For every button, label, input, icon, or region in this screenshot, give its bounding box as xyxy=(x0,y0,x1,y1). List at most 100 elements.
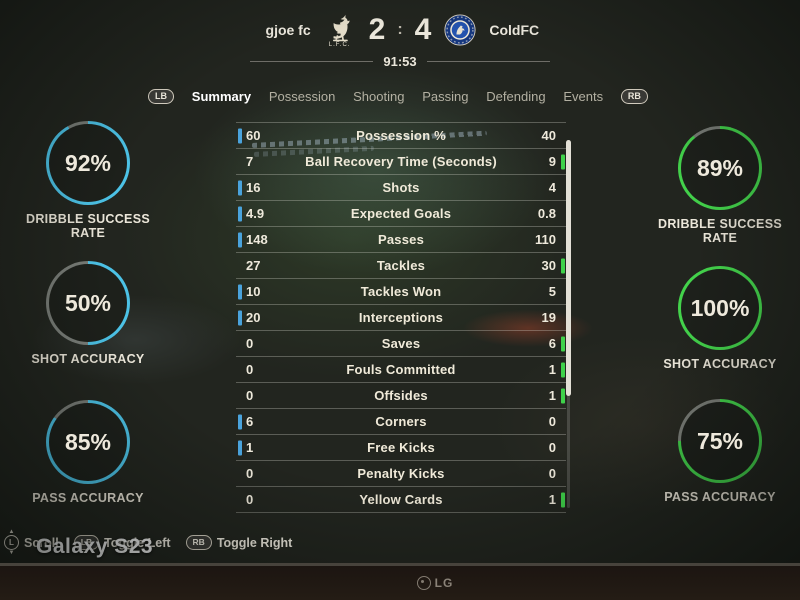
away-lead-bar xyxy=(561,336,565,351)
tab-summary[interactable]: Summary xyxy=(191,88,252,104)
away-lead-bar xyxy=(561,362,565,377)
lg-logo-text: LG xyxy=(434,576,454,590)
away-value-cell: 0 xyxy=(508,414,566,429)
stat-label: Yellow Cards xyxy=(359,492,443,507)
circle-label: PASS ACCURACY xyxy=(664,490,776,504)
scoreboard: gjoe fc L.F.C. 2 : 4 xyxy=(230,8,570,69)
stat-label: Expected Goals xyxy=(350,206,452,221)
home-lead-bar xyxy=(238,310,242,325)
home-value-cell: 0 xyxy=(236,362,294,377)
away-value: 1 xyxy=(548,362,556,377)
rb-bumper-badge[interactable]: RB xyxy=(620,88,648,104)
away-value-cell: 1 xyxy=(508,492,566,507)
stat-label: Free Kicks xyxy=(367,440,435,455)
away-value: 0 xyxy=(548,466,556,481)
away-value-cell: 30 xyxy=(508,258,566,273)
progress-ring: 100% xyxy=(678,266,762,350)
home-team-name: gjoe fc xyxy=(265,22,311,38)
home-value: 7 xyxy=(246,154,254,169)
away-value: 1 xyxy=(548,388,556,403)
home-value: 0 xyxy=(246,466,254,481)
away-value: 30 xyxy=(541,258,556,273)
home-value: 4.9 xyxy=(246,206,265,221)
away-value: 6 xyxy=(548,336,556,351)
toggle-right-hint: RB Toggle Right xyxy=(185,535,293,550)
home-value-cell: 27 xyxy=(236,258,294,273)
down-arrow-icon: ▼ xyxy=(8,550,15,556)
rb-bumper-badge: RB xyxy=(185,535,212,550)
stat-row: 27 Tackles 30 xyxy=(236,253,566,279)
away-dribble-circle: 89% DRIBBLE SUCCESS RATE xyxy=(640,126,800,245)
away-value: 0 xyxy=(548,440,556,455)
away-value-cell: 9 xyxy=(508,154,566,169)
away-score: 4 xyxy=(414,13,432,46)
away-lead-bar xyxy=(561,258,565,273)
away-value-cell: 5 xyxy=(508,284,566,299)
home-lead-bar xyxy=(238,128,242,143)
tab-defending[interactable]: Defending xyxy=(486,88,546,104)
screen-edge xyxy=(0,563,800,566)
circle-label: DRIBBLE SUCCESS RATE xyxy=(658,217,782,245)
progress-ring: 50% xyxy=(46,261,130,345)
home-value-cell: 6 xyxy=(236,414,294,429)
away-value-cell: 1 xyxy=(508,388,566,403)
monitor-bezel: LG xyxy=(0,566,800,600)
stat-row: 16 Shots 4 xyxy=(236,175,566,201)
away-value: 0 xyxy=(548,414,556,429)
home-value-cell: 20 xyxy=(236,310,294,325)
hint-label: Toggle Right xyxy=(216,535,293,550)
home-value-cell: 60 xyxy=(236,128,294,143)
away-value-cell: 0 xyxy=(508,466,566,481)
tab-possession[interactable]: Possession xyxy=(268,88,336,104)
stat-label: Possession % xyxy=(356,128,446,143)
game-screen: gjoe fc L.F.C. 2 : 4 xyxy=(0,0,800,566)
circle-label: SHOT ACCURACY xyxy=(31,352,145,366)
score: 2 : 4 xyxy=(369,15,432,45)
progress-ring: 85% xyxy=(46,400,130,484)
lb-bumper-badge[interactable]: LB xyxy=(148,88,174,104)
tab-shooting[interactable]: Shooting xyxy=(353,88,405,104)
stats-scrollbar[interactable] xyxy=(566,140,571,396)
percent-value: 89% xyxy=(696,154,744,181)
stat-row: 1 Free Kicks 0 xyxy=(236,435,566,461)
away-shot-circle: 100% SHOT ACCURACY xyxy=(640,266,800,371)
home-value-cell: 10 xyxy=(236,284,294,299)
home-value: 148 xyxy=(246,232,268,247)
percent-value: 75% xyxy=(696,427,744,454)
home-lead-bar xyxy=(238,284,242,299)
stat-row: 0 Saves 6 xyxy=(236,331,566,357)
stat-row: 7 Ball Recovery Time (Seconds) 9 xyxy=(236,149,566,175)
home-value-cell: 0 xyxy=(236,492,294,507)
home-value: 16 xyxy=(246,180,261,195)
match-time: 91:53 xyxy=(383,54,417,69)
stat-label: Passes xyxy=(377,232,425,247)
score-separator: : xyxy=(397,21,403,38)
away-value-cell: 1 xyxy=(508,362,566,377)
lg-logo: LG xyxy=(416,576,454,590)
percent-value: 100% xyxy=(690,294,750,321)
stat-label: Shots xyxy=(382,180,420,195)
away-value: 0.8 xyxy=(537,206,556,221)
tab-passing[interactable]: Passing xyxy=(422,88,469,104)
away-value-cell: 0.8 xyxy=(508,206,566,221)
stat-label: Penalty Kicks xyxy=(357,466,445,481)
chelsea-crest-icon xyxy=(443,14,477,46)
home-value-cell: 148 xyxy=(236,232,294,247)
away-lead-bar xyxy=(561,492,565,507)
away-value: 19 xyxy=(541,310,556,325)
stat-label: Saves xyxy=(381,336,421,351)
home-lead-bar xyxy=(238,440,242,455)
home-lead-bar xyxy=(238,232,242,247)
lg-logo-icon xyxy=(416,576,431,590)
away-value-cell: 19 xyxy=(508,310,566,325)
stats-table: 60 Possession % 40 7 Ball Recovery Time (Sec… xyxy=(236,122,566,513)
home-value: 6 xyxy=(246,414,254,429)
away-value: 110 xyxy=(535,232,556,247)
percent-value: 85% xyxy=(64,428,112,455)
home-value-cell: 0 xyxy=(236,336,294,351)
tab-events[interactable]: Events xyxy=(563,88,604,104)
left-stick-icon: ▲ L ▼ xyxy=(4,529,19,556)
away-value-cell: 40 xyxy=(508,128,566,143)
divider xyxy=(250,61,374,62)
